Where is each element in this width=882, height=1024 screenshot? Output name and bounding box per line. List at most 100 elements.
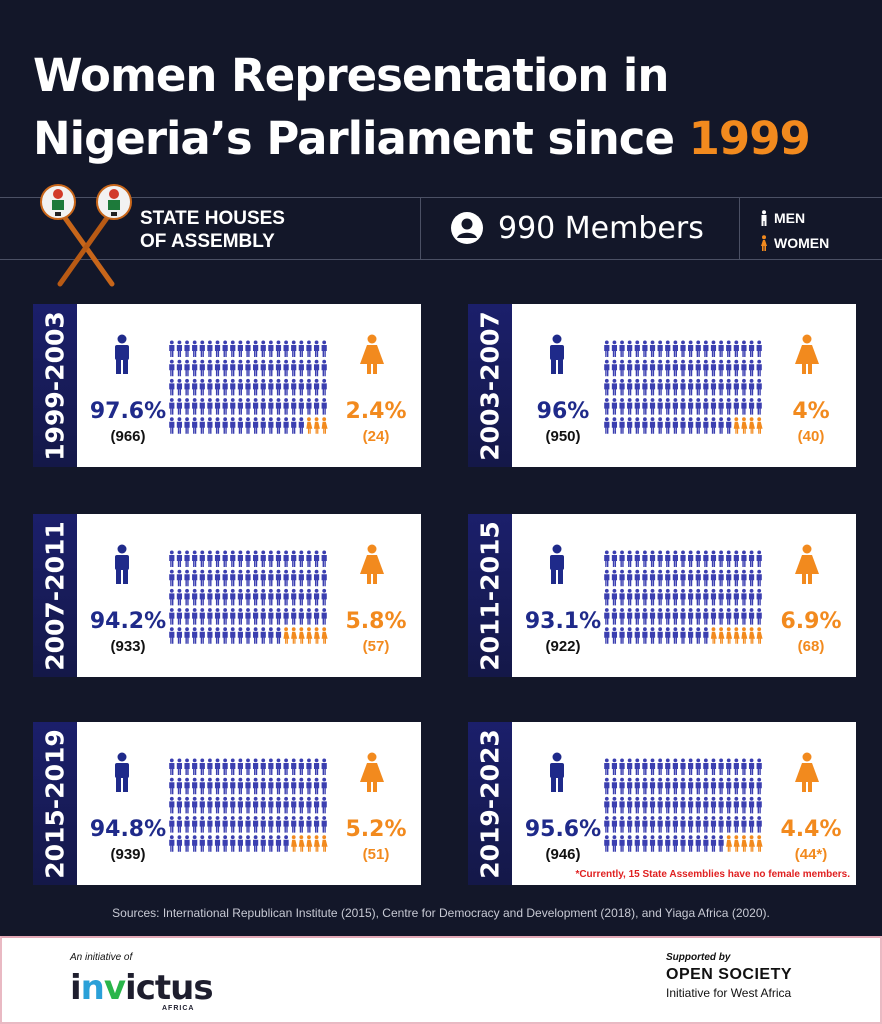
man-seat-icon [688, 359, 694, 377]
man-seat-icon [604, 835, 610, 852]
man-seat-icon [253, 777, 259, 795]
man-seat-icon [192, 550, 198, 567]
man-seat-icon [611, 569, 618, 587]
man-seat-icon [230, 627, 236, 644]
woman-seat-icon [756, 417, 763, 434]
legend-men-label: MEN [774, 209, 806, 226]
period-label: 2015-2019 [40, 729, 70, 879]
man-seat-icon [718, 359, 724, 377]
man-seat-icon [695, 608, 701, 625]
man-seat-icon [627, 608, 633, 625]
men-count: (946) [545, 846, 581, 863]
seat-grid [169, 758, 328, 852]
seat-grid [169, 340, 328, 434]
man-seat-icon [710, 359, 717, 377]
woman-seat-icon [741, 417, 748, 434]
man-seat-icon [176, 796, 183, 814]
man-seat-icon [184, 378, 190, 396]
period-tab: 2011-2015 [468, 514, 512, 677]
man-seat-icon [748, 796, 755, 814]
man-seat-icon [275, 398, 282, 415]
man-seat-icon [222, 588, 228, 606]
man-seat-icon [604, 758, 610, 775]
man-seat-icon [627, 550, 633, 567]
man-seat-icon [169, 796, 175, 814]
man-seat-icon [275, 378, 282, 396]
man-seat-icon [756, 758, 762, 775]
man-seat-icon [275, 417, 282, 434]
logo-part: v [103, 968, 126, 1008]
man-seat-icon [611, 378, 618, 396]
man-seat-icon [672, 398, 678, 415]
seat-grid [604, 758, 763, 852]
man-seat-icon [214, 340, 221, 357]
man-seat-icon [268, 359, 274, 377]
man-seat-icon [306, 588, 312, 606]
man-seat-icon [688, 758, 694, 775]
man-seat-icon [695, 417, 701, 434]
man-seat-icon [688, 796, 694, 814]
woman-seat-icon [733, 835, 740, 852]
man-seat-icon [657, 796, 663, 814]
man-seat-icon [649, 378, 656, 396]
man-seat-icon [169, 608, 175, 625]
women-count: (24) [362, 428, 390, 445]
supporter-name: OPEN SOCIETY [666, 966, 793, 983]
man-seat-icon [321, 758, 327, 775]
man-seat-icon [680, 378, 686, 396]
men-count: (966) [110, 428, 146, 445]
man-seat-icon [260, 398, 266, 415]
man-seat-icon [688, 816, 694, 833]
woman-seat-icon [291, 627, 298, 644]
man-icon [546, 752, 568, 797]
man-seat-icon [649, 796, 656, 814]
man-seat-icon [672, 777, 678, 795]
man-seat-icon [695, 816, 701, 833]
man-seat-icon [306, 378, 312, 396]
man-seat-icon [192, 777, 198, 795]
man-seat-icon [192, 608, 198, 625]
man-seat-icon [657, 627, 663, 644]
man-seat-icon [207, 378, 213, 396]
woman-icon [357, 752, 387, 797]
man-seat-icon [718, 835, 724, 852]
man-seat-icon [253, 758, 259, 775]
man-seat-icon [214, 417, 221, 434]
women-percentage: 5.2% [345, 817, 407, 842]
woman-icon [357, 334, 387, 379]
man-seat-icon [306, 777, 312, 795]
man-seat-icon [275, 588, 282, 606]
man-seat-icon [748, 758, 755, 775]
man-seat-icon [222, 608, 228, 625]
woman-seat-icon [748, 835, 755, 852]
man-seat-icon [604, 777, 610, 795]
man-seat-icon [192, 796, 198, 814]
man-seat-icon [275, 777, 282, 795]
man-seat-icon [627, 835, 633, 852]
man-seat-icon [214, 398, 221, 415]
man-seat-icon [672, 359, 678, 377]
man-seat-icon [184, 569, 190, 587]
woman-seat-icon [756, 835, 763, 852]
man-seat-icon [703, 588, 709, 606]
man-seat-icon [627, 758, 633, 775]
woman-seat-icon [718, 627, 725, 644]
man-seat-icon [718, 796, 724, 814]
man-seat-icon [710, 758, 717, 775]
man-seat-icon [619, 816, 625, 833]
man-seat-icon [695, 835, 701, 852]
man-seat-icon [703, 340, 709, 357]
man-seat-icon [169, 758, 175, 775]
woman-seat-icon [291, 835, 298, 852]
women-count: (44*) [794, 846, 828, 863]
man-seat-icon [657, 608, 663, 625]
man-seat-icon [657, 777, 663, 795]
man-seat-icon [192, 569, 198, 587]
man-seat-icon [283, 816, 289, 833]
man-seat-icon [718, 777, 724, 795]
seat-grid [604, 340, 763, 434]
man-seat-icon [627, 398, 633, 415]
man-seat-icon [695, 359, 701, 377]
man-seat-icon [604, 588, 610, 606]
man-seat-icon [176, 340, 183, 357]
